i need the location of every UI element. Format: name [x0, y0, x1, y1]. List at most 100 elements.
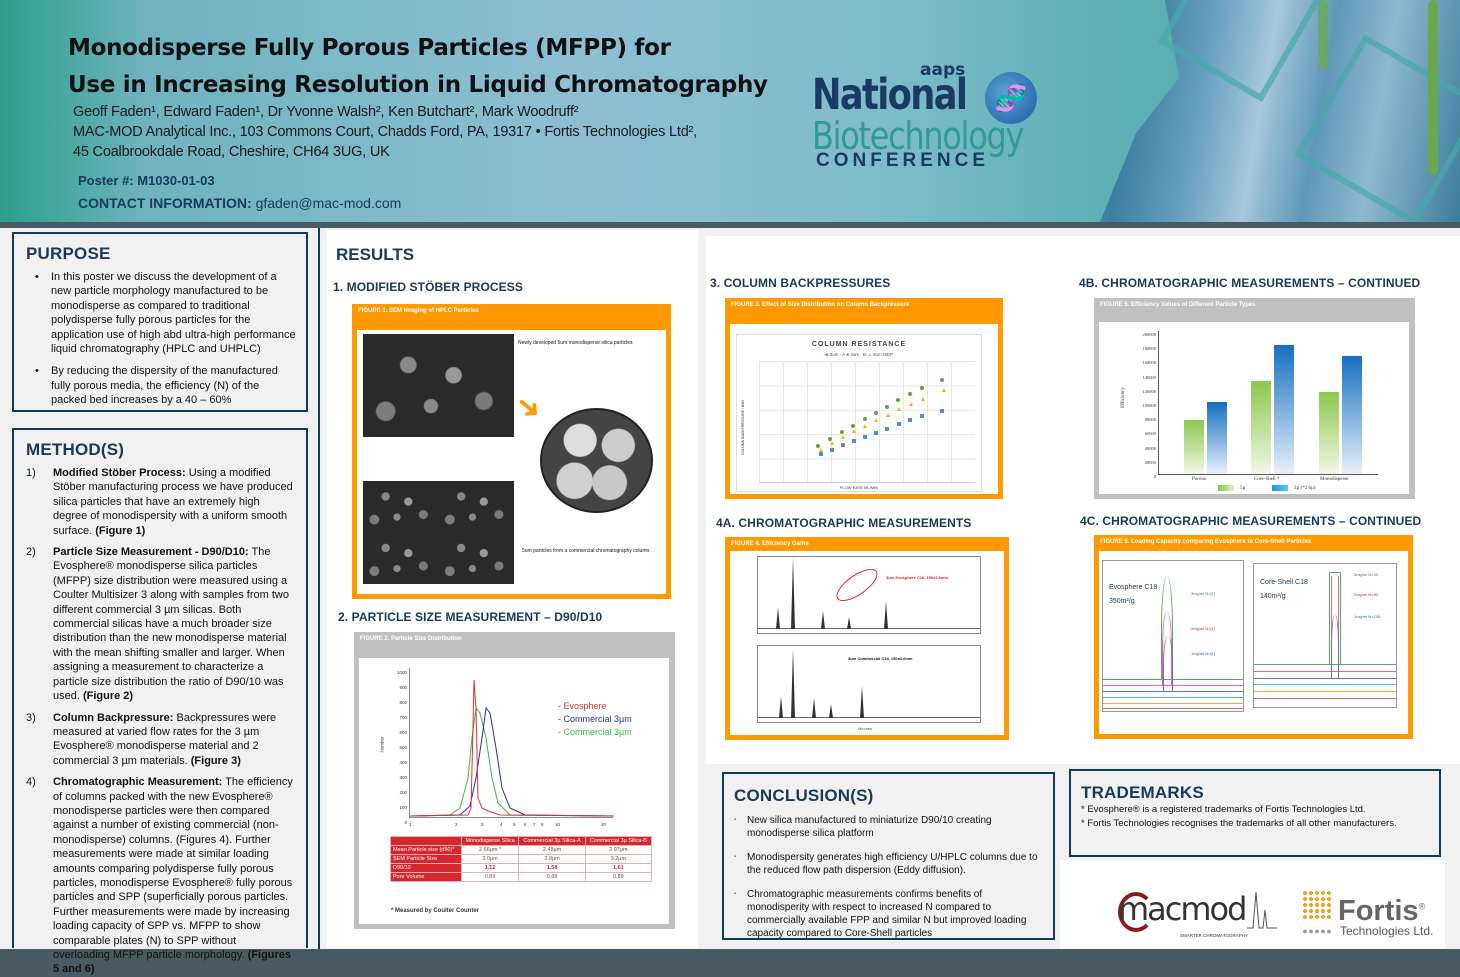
affiliation: 45 Coalbrookdale Road, Cheshire, CH64 3U…	[73, 144, 390, 160]
column-divider	[318, 228, 320, 949]
x-axis	[1158, 474, 1378, 475]
test-tube-decoration	[1428, 0, 1438, 175]
fortis-logo-dots	[1302, 929, 1332, 934]
category-label: Porous	[1192, 477, 1206, 482]
chromatogram-xlabel: Minutes	[858, 726, 873, 731]
chart-xlabel: FLOW RATE ML/MIN	[839, 485, 879, 490]
efficiency-yticks: 200000 180000 160000 140000 120000 100000 8000…	[1142, 332, 1157, 480]
fortis-logo-dots	[1302, 890, 1332, 920]
bar-porous-5u	[1184, 420, 1204, 474]
figure-caption: FIGURE 6. Loading Capacity comparing Evo…	[1100, 539, 1312, 545]
fortis-subtitle: Technologies Ltd.	[1340, 924, 1434, 938]
trademark-line: * Fortis Technologies recognises the tra…	[1081, 818, 1397, 829]
poster-title: Monodisperse Fully Porous Particles (MFP…	[68, 35, 768, 98]
psd-curves	[409, 679, 615, 817]
section-title: 3. COLUMN BACKPRESSURES	[710, 276, 891, 290]
authors: Geoff Faden¹, Edward Faden¹, Dr Yvonne W…	[73, 104, 579, 120]
bar-porous-3u	[1207, 402, 1227, 474]
chart-legend: ◆ 3um - A ■ 3um - B ▲ 3um MDP	[824, 352, 894, 357]
peak-1mg	[1331, 614, 1339, 678]
psd-legend: - Evosphere - Commercial 3µm - Commercia…	[558, 701, 632, 737]
y-axis	[1158, 331, 1159, 474]
results-heading: RESULTS	[336, 245, 415, 264]
table-row: D90/10 1.12 1.58 1.61	[390, 863, 653, 873]
figure-4: FIGURE 4. Efficiency Gains	[725, 537, 1009, 740]
section-title: 4A. CHROMATOGRAPHIC MEASUREMENTS	[716, 516, 972, 530]
conclusion-bullet: New silica manufactured to miniaturize D…	[734, 814, 1043, 840]
figure-caption: FIGURE 4. Efficiency Gains	[731, 541, 809, 547]
psd-chart-area	[409, 668, 615, 818]
chart-label: Core-Shell C18 140m²/g	[1260, 579, 1308, 600]
test-tube-decoration	[1318, 0, 1328, 70]
header-divider	[0, 222, 1460, 228]
chart-label: Evosphere C18 350m²/g	[1109, 584, 1158, 605]
section-title: 4B. CHROMATOGRAPHIC MEASUREMENTS – CONTI…	[1079, 276, 1421, 290]
figure-caption: FIGURE 1. SEM Imaging of HPLC Particles	[358, 308, 479, 314]
legend-label: 5µ	[1240, 486, 1246, 491]
conclusion-bullet: Chromatographic measurements confirms be…	[734, 888, 1043, 940]
dna-icon: 🧬	[985, 72, 1037, 124]
conclusions-section: CONCLUSION(S) New silica manufactured to…	[722, 772, 1055, 940]
backpressure-chart: COLUMN RESISTANCE ◆ 3um - A ■ 3um - B ▲ …	[736, 334, 982, 492]
section-title: 4C. CHROMATOGRAPHIC MEASUREMENTS – CONTI…	[1080, 514, 1422, 528]
conference-logo: aaps National 🧬 Biotechnology CONFERENCE	[812, 60, 1062, 180]
methods-section: METHOD(S) 1) Modified Stöber Process: Usi…	[12, 428, 308, 975]
psd-ylabel: Number	[379, 736, 385, 753]
purpose-bullet: By reducing the dispersity of the manufa…	[26, 364, 296, 407]
macmod-logo-ring	[1118, 892, 1154, 932]
method-item: 3) Column Backpressure: Backpressures wer…	[26, 711, 277, 767]
psd-table: Monodisperse Silica Commercial 3µ Silica-…	[390, 836, 653, 882]
category-label: Core-Shell *	[1254, 477, 1280, 482]
loading-chart-coreshell: Core-Shell C18 140m²/g 3mg/ml N=45 2mg/ml…	[1253, 563, 1397, 708]
bar-coreshell-5u	[1251, 381, 1271, 474]
bar-monodisperse-5u	[1319, 392, 1339, 474]
fortis-logo: Fortis®	[1338, 895, 1426, 927]
figure-caption: FIGURE 5. Efficiency Values of Different…	[1100, 302, 1256, 308]
chromatogram-peak-icon	[1247, 890, 1277, 930]
table-row: Pore Volume 0.89 0.88 0.89	[390, 872, 653, 882]
trademarks-section: TRADEMARKS * Evosphere® is a registered …	[1069, 769, 1441, 857]
figure-label: Newly developed 5um monodisperse silica …	[518, 340, 633, 346]
figure-caption: FIGURE 2. Particle Size Distribution	[360, 636, 462, 642]
legend-label: 3µ (*2.6µ)	[1294, 486, 1316, 491]
contact-email[interactable]: gfaden@mac-mod.com	[255, 195, 402, 211]
peak-3mg	[1329, 572, 1341, 664]
sem-image-monodisperse	[363, 334, 514, 437]
efficiency-ylabel: Efficiency	[1120, 387, 1126, 408]
contact-label: CONTACT INFORMATION:	[78, 195, 252, 211]
bar-coreshell-3u	[1274, 345, 1294, 474]
legend-swatch-green	[1218, 485, 1234, 491]
macmod-logo: macmod	[1118, 890, 1247, 928]
legend-swatch-blue	[1272, 485, 1288, 491]
conclusion-bullet: Monodispersity generates high efficiency…	[734, 851, 1043, 877]
table-footnote: * Measured by Coulter Counter	[391, 908, 480, 914]
peak-3mg	[1161, 576, 1173, 679]
highlight-ellipse	[831, 563, 883, 607]
macmod-tagline: SMARTER CHROMATOGRAPHY	[1180, 933, 1249, 938]
figure-caption: FIGURE 3. Effect of Size Distribution on…	[731, 302, 910, 308]
affiliation: MAC-MOD Analytical Inc., 103 Commons Cou…	[73, 124, 698, 140]
category-label: Monodisperse	[1320, 477, 1349, 482]
psd-yticks: 1000 900 800 700 600 500 400 300 200 100 0	[396, 670, 407, 825]
chart-ylabel: COLUMN BACKPRESSURE / BAR	[741, 399, 745, 455]
table-row: Mean Particle size (d50)* 2.66µm * 2.48µm 2…	[390, 845, 653, 855]
chromatogram-evosphere: 3um Evosphere C18, 150x4.6mm	[757, 556, 981, 634]
chromatogram-commercial: 3um Commercial C18, 150x4.6mm	[757, 645, 981, 723]
bar-monodisperse-3u	[1342, 356, 1362, 474]
sem-image-commercial	[363, 481, 514, 584]
figure-label: 5um particles from a commercial chromato…	[522, 548, 651, 554]
plot-area	[759, 361, 975, 483]
author-block: Geoff Faden¹, Edward Faden¹, Dr Yvonne W…	[73, 102, 697, 162]
purpose-heading: PURPOSE	[26, 244, 111, 263]
chart-title: COLUMN RESISTANCE	[811, 341, 907, 348]
methods-heading: METHOD(S)	[26, 440, 125, 459]
section-title: 2. PARTICLE SIZE MEASUREMENT – D90/D10	[338, 610, 603, 624]
poster-header: Monodisperse Fully Porous Particles (MFP…	[0, 0, 1460, 222]
section-title: 1. MODIFIED STÖBER PROCESS	[333, 280, 523, 294]
purpose-bullet: In this poster we discuss the developmen…	[26, 270, 296, 356]
purpose-section: PURPOSE In this poster we discuss the de…	[12, 232, 308, 412]
efficiency-bars	[1158, 331, 1378, 474]
conclusions-heading: CONCLUSION(S)	[734, 786, 874, 805]
method-item: 2) Particle Size Measurement - D90/D10: T…	[26, 546, 289, 703]
table-row: SEM Particle Size 3.0µm 2.8µm 3.2µm	[390, 854, 653, 864]
